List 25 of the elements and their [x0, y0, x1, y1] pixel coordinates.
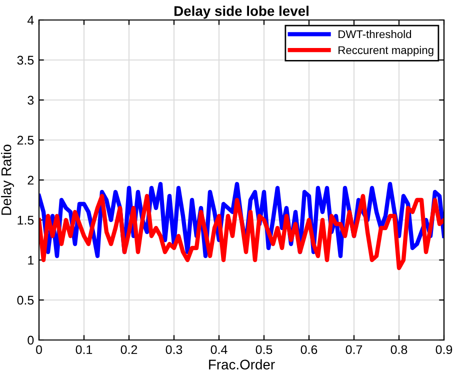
y-tick-label: 2.5: [17, 136, 34, 145]
y-tick-label: 1: [28, 256, 34, 265]
x-tick-label: 0.6: [300, 345, 318, 354]
y-tick-label: 3.5: [17, 56, 34, 65]
x-tick-label: 0.8: [390, 345, 408, 354]
legend-label: DWT-threshold: [338, 30, 412, 38]
chart-title: Delay side lobe level: [174, 6, 308, 19]
line-series: [39, 194, 444, 270]
x-tick-label: 0.3: [166, 345, 182, 354]
x-tick-label: 0.2: [120, 345, 138, 354]
y-tick-label: 0: [28, 336, 34, 345]
y-tick-label: 2: [28, 176, 34, 185]
y-tick-label: 4: [27, 16, 34, 25]
y-tick-label: 1.5: [18, 216, 34, 225]
x-axis-title: Frac.Order: [209, 359, 275, 370]
y-tick-label: 0.5: [17, 296, 34, 305]
x-tick-label: 0.7: [346, 345, 362, 354]
y-axis-title: Delay Ratio: [1, 144, 14, 215]
x-tick-label: 0.9: [436, 345, 452, 354]
x-tick-label: 0: [36, 345, 42, 354]
y-tick-label: 3: [28, 96, 34, 105]
x-tick-label: 0.4: [210, 345, 228, 354]
legend-label: Reccurent mapping: [338, 46, 434, 56]
x-tick-label: 0.1: [76, 345, 92, 354]
x-tick-label: 0.5: [256, 345, 272, 354]
